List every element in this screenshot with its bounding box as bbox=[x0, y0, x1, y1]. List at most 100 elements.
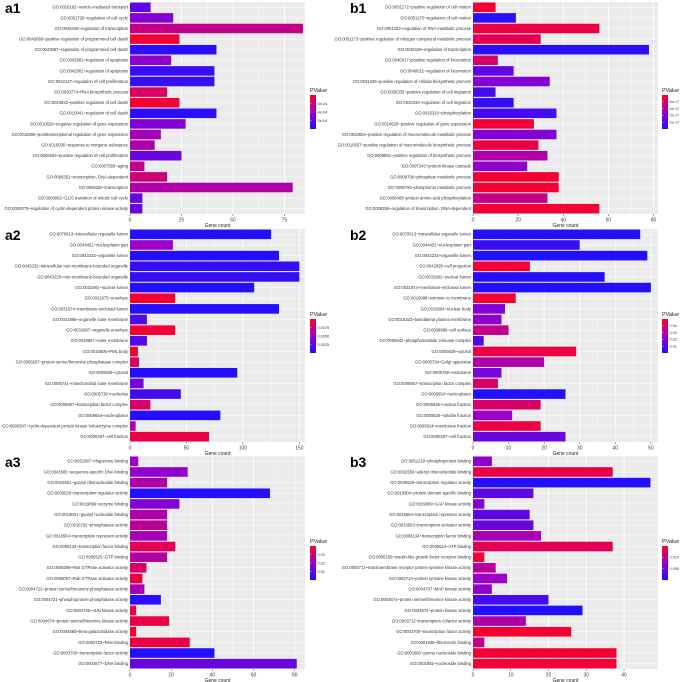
bar bbox=[473, 34, 541, 44]
bar bbox=[130, 261, 300, 272]
bar bbox=[130, 389, 181, 399]
bar bbox=[130, 55, 172, 66]
x-tick-label: 80 bbox=[292, 673, 298, 679]
x-tick-label: 0 bbox=[472, 446, 475, 452]
bar bbox=[130, 563, 147, 573]
category-label: GO:0007243~protein kinase cascade bbox=[402, 164, 472, 169]
panel-b3: b3 GO:0051219~phosphoprotein binding GO:00… bbox=[342, 454, 680, 682]
category-label: GO:0031968~organelle outer membrane bbox=[52, 317, 128, 322]
category-label: GO:0006468~protein amino acid phosphoryl… bbox=[380, 196, 472, 201]
legend-tick-label: 4e-04 bbox=[318, 110, 328, 114]
bar bbox=[473, 119, 534, 129]
bar bbox=[473, 378, 498, 389]
x-tick-label: 40 bbox=[613, 446, 619, 452]
bar bbox=[130, 410, 221, 421]
bar bbox=[130, 150, 182, 161]
category-label: GO:0032559~adenyl ribonucleotide binding bbox=[390, 469, 471, 474]
plot-background bbox=[130, 229, 305, 442]
category-label: GO:0004672~protein kinase activity bbox=[405, 608, 472, 613]
legend-title: PValue bbox=[662, 312, 679, 318]
bar bbox=[473, 421, 541, 431]
category-label: GO:0004674~protein serine/threonine kina… bbox=[30, 618, 129, 623]
category-label: GO:0004674~protein serine/threonine kina… bbox=[373, 597, 472, 602]
category-label: GO:0005099~Ras GTPase activator activity bbox=[47, 565, 129, 570]
category-label: GO:0005625~soluble fraction bbox=[416, 413, 471, 418]
bar bbox=[130, 346, 138, 357]
bar bbox=[130, 2, 151, 13]
bar bbox=[130, 616, 170, 626]
bar bbox=[473, 325, 509, 335]
category-label: GO:0005624~membrane fraction bbox=[410, 423, 472, 428]
bar bbox=[130, 467, 188, 477]
bar bbox=[473, 520, 534, 531]
category-label: GO:0031975~envelope bbox=[85, 296, 129, 301]
bar bbox=[473, 193, 548, 203]
bar bbox=[130, 477, 168, 488]
legend-tick-label: 0.005 bbox=[670, 567, 680, 571]
bar bbox=[130, 336, 147, 346]
panel-label: b2 bbox=[350, 227, 367, 243]
category-label: GO:0019809~GAP kinase activity bbox=[409, 501, 472, 506]
category-label: GO:0003700~transcription factor activity bbox=[53, 650, 129, 655]
x-tick-label: 0 bbox=[129, 446, 132, 452]
legend-colorbar bbox=[310, 319, 316, 353]
category-label: GO:0001948~fibronectin binding bbox=[411, 640, 472, 645]
bar bbox=[473, 499, 485, 509]
bar bbox=[130, 431, 210, 442]
legend-title: PValue bbox=[310, 539, 327, 545]
category-label: GO:0000082~G1/S transition of mitotic ce… bbox=[38, 196, 129, 201]
x-tick-label: 40 bbox=[621, 673, 627, 679]
bar bbox=[130, 108, 217, 119]
category-label: GO:0005524~ATP binding bbox=[422, 544, 472, 549]
category-label: GO:0040012~regulation of locomotion bbox=[400, 68, 472, 73]
category-label: GO:0010628~positive regulation of gene e… bbox=[374, 121, 471, 126]
category-label: GO:0030528~transcription regulator activ… bbox=[390, 480, 472, 485]
legend: PValue 0.0075 0.0050 0.0025 bbox=[310, 312, 329, 353]
category-label: GO:0004714~transmembrane receptor protei… bbox=[342, 565, 472, 570]
category-label: GO:0044451~nucleoplasm part bbox=[70, 242, 129, 247]
bar bbox=[130, 594, 161, 605]
category-label: GO:0042127~regulation of cell proliferat… bbox=[48, 79, 129, 84]
bar bbox=[130, 648, 215, 658]
plot-background bbox=[473, 456, 658, 669]
category-label: GO:0005097~Rab GTPase activator activity bbox=[46, 576, 128, 581]
bar bbox=[130, 23, 303, 34]
bar bbox=[473, 488, 534, 499]
bar bbox=[473, 272, 605, 282]
category-label: GO:0051270~regulation of cell motion bbox=[400, 15, 471, 20]
x-tick-label: 20 bbox=[541, 446, 547, 452]
bar bbox=[130, 161, 145, 172]
category-label: GO:0004713~protein tyrosine kinase activ… bbox=[389, 576, 472, 581]
category-label: GO:0030334~regulation of cell migration bbox=[396, 100, 472, 105]
bar bbox=[130, 378, 144, 389]
bar bbox=[130, 626, 137, 637]
bar bbox=[473, 626, 572, 637]
category-label: GO:0009891~positive regulation of biosyn… bbox=[367, 153, 471, 158]
legend-tick-label: 1e-17 bbox=[670, 121, 680, 125]
bar bbox=[130, 44, 217, 55]
category-label: GO:0030774~RNA biosynthetic process bbox=[54, 90, 128, 95]
bar bbox=[473, 182, 559, 193]
category-label: GO:0010608~posttranscriptional regulatio… bbox=[11, 132, 128, 137]
x-tick-label: 40 bbox=[560, 218, 566, 224]
x-tick-label: 0 bbox=[472, 218, 475, 224]
x-tick-label: 30 bbox=[583, 673, 589, 679]
category-label: GO:0016192~vesicle-mediated transport bbox=[52, 5, 128, 10]
category-label: GO:0007568~aging bbox=[91, 164, 128, 169]
x-tick-label: 50 bbox=[184, 446, 190, 452]
category-label: GO:0019867~outer membrane bbox=[71, 338, 129, 343]
category-label: GO:0008287~protein serine/threonine phos… bbox=[16, 360, 129, 365]
category-label: GO:0010604~positive regulation of macrom… bbox=[342, 132, 471, 137]
legend-colorbar bbox=[310, 95, 316, 129]
legend-tick-label: 0.02 bbox=[318, 561, 325, 565]
bar bbox=[130, 119, 186, 129]
category-label: GO:0005768~endosome bbox=[425, 370, 472, 375]
x-tick-label: 80 bbox=[651, 218, 657, 224]
bar bbox=[130, 552, 168, 562]
legend-title: PValue bbox=[662, 539, 679, 545]
category-label: GO:0005741~mitochondrial outer membrane bbox=[45, 381, 129, 386]
category-label: GO:0005942~phosphoinositide 3-kinase com… bbox=[379, 338, 472, 343]
category-label: GO:0006351~transcription, DNA-dependent bbox=[46, 174, 128, 179]
bar bbox=[130, 637, 190, 648]
x-tick-label: 50 bbox=[230, 218, 236, 224]
